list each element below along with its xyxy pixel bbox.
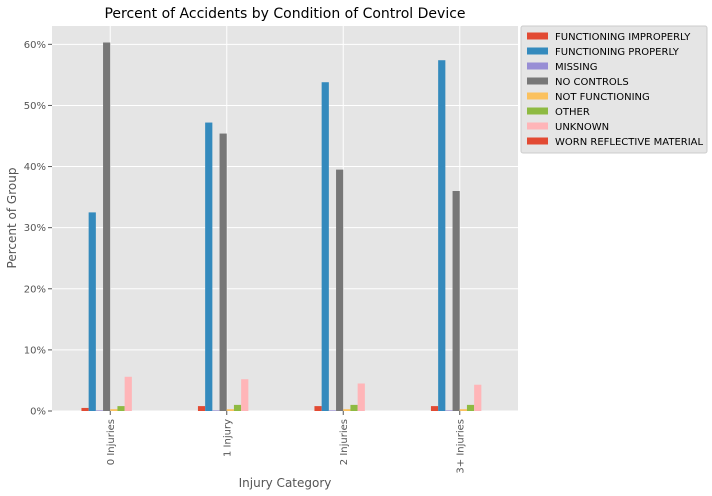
bars [81,42,482,412]
legend-frame [520,25,708,154]
plot-background [52,26,518,411]
bar [466,404,475,411]
legend-swatch [527,32,548,40]
bar [81,407,89,411]
bar [445,410,453,411]
x-tick-label: 2 Injuries [339,419,350,465]
legend-swatch [527,92,548,100]
bar [226,409,234,411]
legend-swatch [527,62,548,70]
bar [350,404,358,411]
y-tick-label: 20% [24,284,46,295]
legend-entry: UNKNOWN [555,122,609,133]
bar [357,383,365,411]
y-axis-label: Percent of Group [5,168,19,269]
x-axis-ticks: 0 Injuries 1 Injury 2 Injuries 3+ Injuries [106,411,466,474]
bar [459,409,467,411]
y-tick-label: 10% [24,345,46,356]
legend-entry: NO CONTROLS [555,77,629,88]
legend-entry: FUNCTIONING PROPERLY [555,47,680,58]
bar [88,212,96,411]
bar [95,410,104,411]
y-tick-label: 30% [24,223,46,234]
bar [452,191,460,411]
x-axis-label: Injury Category [239,476,332,490]
bar [233,404,242,411]
bar [328,410,337,411]
x-tick-label: 3+ Injuries [455,419,466,474]
legend-entry: OTHER [555,107,590,118]
legend: FUNCTIONING IMPROPERLY FUNCTIONING PROPER… [520,25,708,154]
bar [103,42,111,411]
legend-swatch [527,47,548,55]
legend-entry: MISSING [555,62,597,73]
bar [314,406,322,411]
bar [124,376,132,411]
bar [343,409,351,411]
bar [474,384,482,411]
x-tick-label: 0 Injuries [106,419,117,465]
y-tick-label: 60% [24,40,46,51]
bar [336,169,344,411]
bar [212,410,220,411]
legend-swatch [527,107,548,115]
bar [241,379,249,411]
x-tick-label: 1 Injury [222,419,233,457]
bar [430,406,439,411]
legend-swatch [527,122,548,130]
y-axis-ticks: 0% 10% 20% 30% 40% 50% 60% [24,40,52,418]
legend-entry: FUNCTIONING IMPROPERLY [555,32,691,43]
y-tick-label: 40% [24,162,46,173]
legend-entry: WORN REFLECTIVE MATERIAL [555,137,704,148]
y-tick-label: 50% [24,101,46,112]
bar [117,406,125,411]
bar [205,122,213,412]
y-tick-label: 0% [30,407,46,418]
bar [110,409,118,411]
legend-entry: NOT FUNCTIONING [555,92,650,103]
chart-title: Percent of Accidents by Condition of Con… [104,6,465,22]
legend-swatch [527,137,548,145]
bar [219,133,227,412]
bar [438,60,446,411]
legend-swatch [527,77,548,85]
bar [321,82,329,411]
bar [197,406,206,411]
